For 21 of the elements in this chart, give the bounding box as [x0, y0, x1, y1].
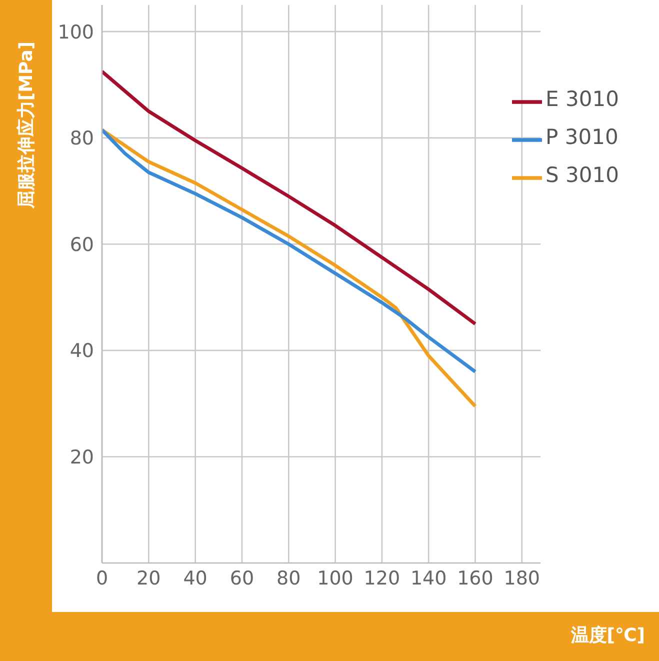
y-tick-label: 20	[70, 446, 94, 468]
line-series	[102, 70, 477, 326]
legend-label: P 3010	[546, 125, 618, 149]
x-tick-label: 80	[276, 567, 301, 590]
x-tick-label: 120	[364, 567, 400, 590]
x-tick-label: 100	[317, 567, 354, 590]
x-axis-title: 温度[℃]	[570, 624, 645, 647]
x-tick-label: 160	[457, 567, 494, 590]
y-tick-label: 40	[70, 340, 94, 362]
y-tick-label: 100	[58, 21, 94, 44]
y-axis-title: 屈服拉伸应力[MPa]	[15, 41, 38, 209]
legend-label: E 3010	[546, 87, 619, 111]
x-tick-label: 0	[96, 567, 108, 590]
x-tick-label: 20	[136, 567, 161, 590]
x-tick-label: 40	[183, 567, 208, 590]
x-tick-label: 140	[410, 567, 447, 590]
legend-label: S 3010	[546, 163, 619, 187]
y-tick-label: 60	[70, 234, 94, 256]
x-tick-label: 180	[504, 567, 540, 590]
x-tick-label: 60	[230, 567, 254, 590]
y-tick-label: 80	[70, 128, 94, 150]
